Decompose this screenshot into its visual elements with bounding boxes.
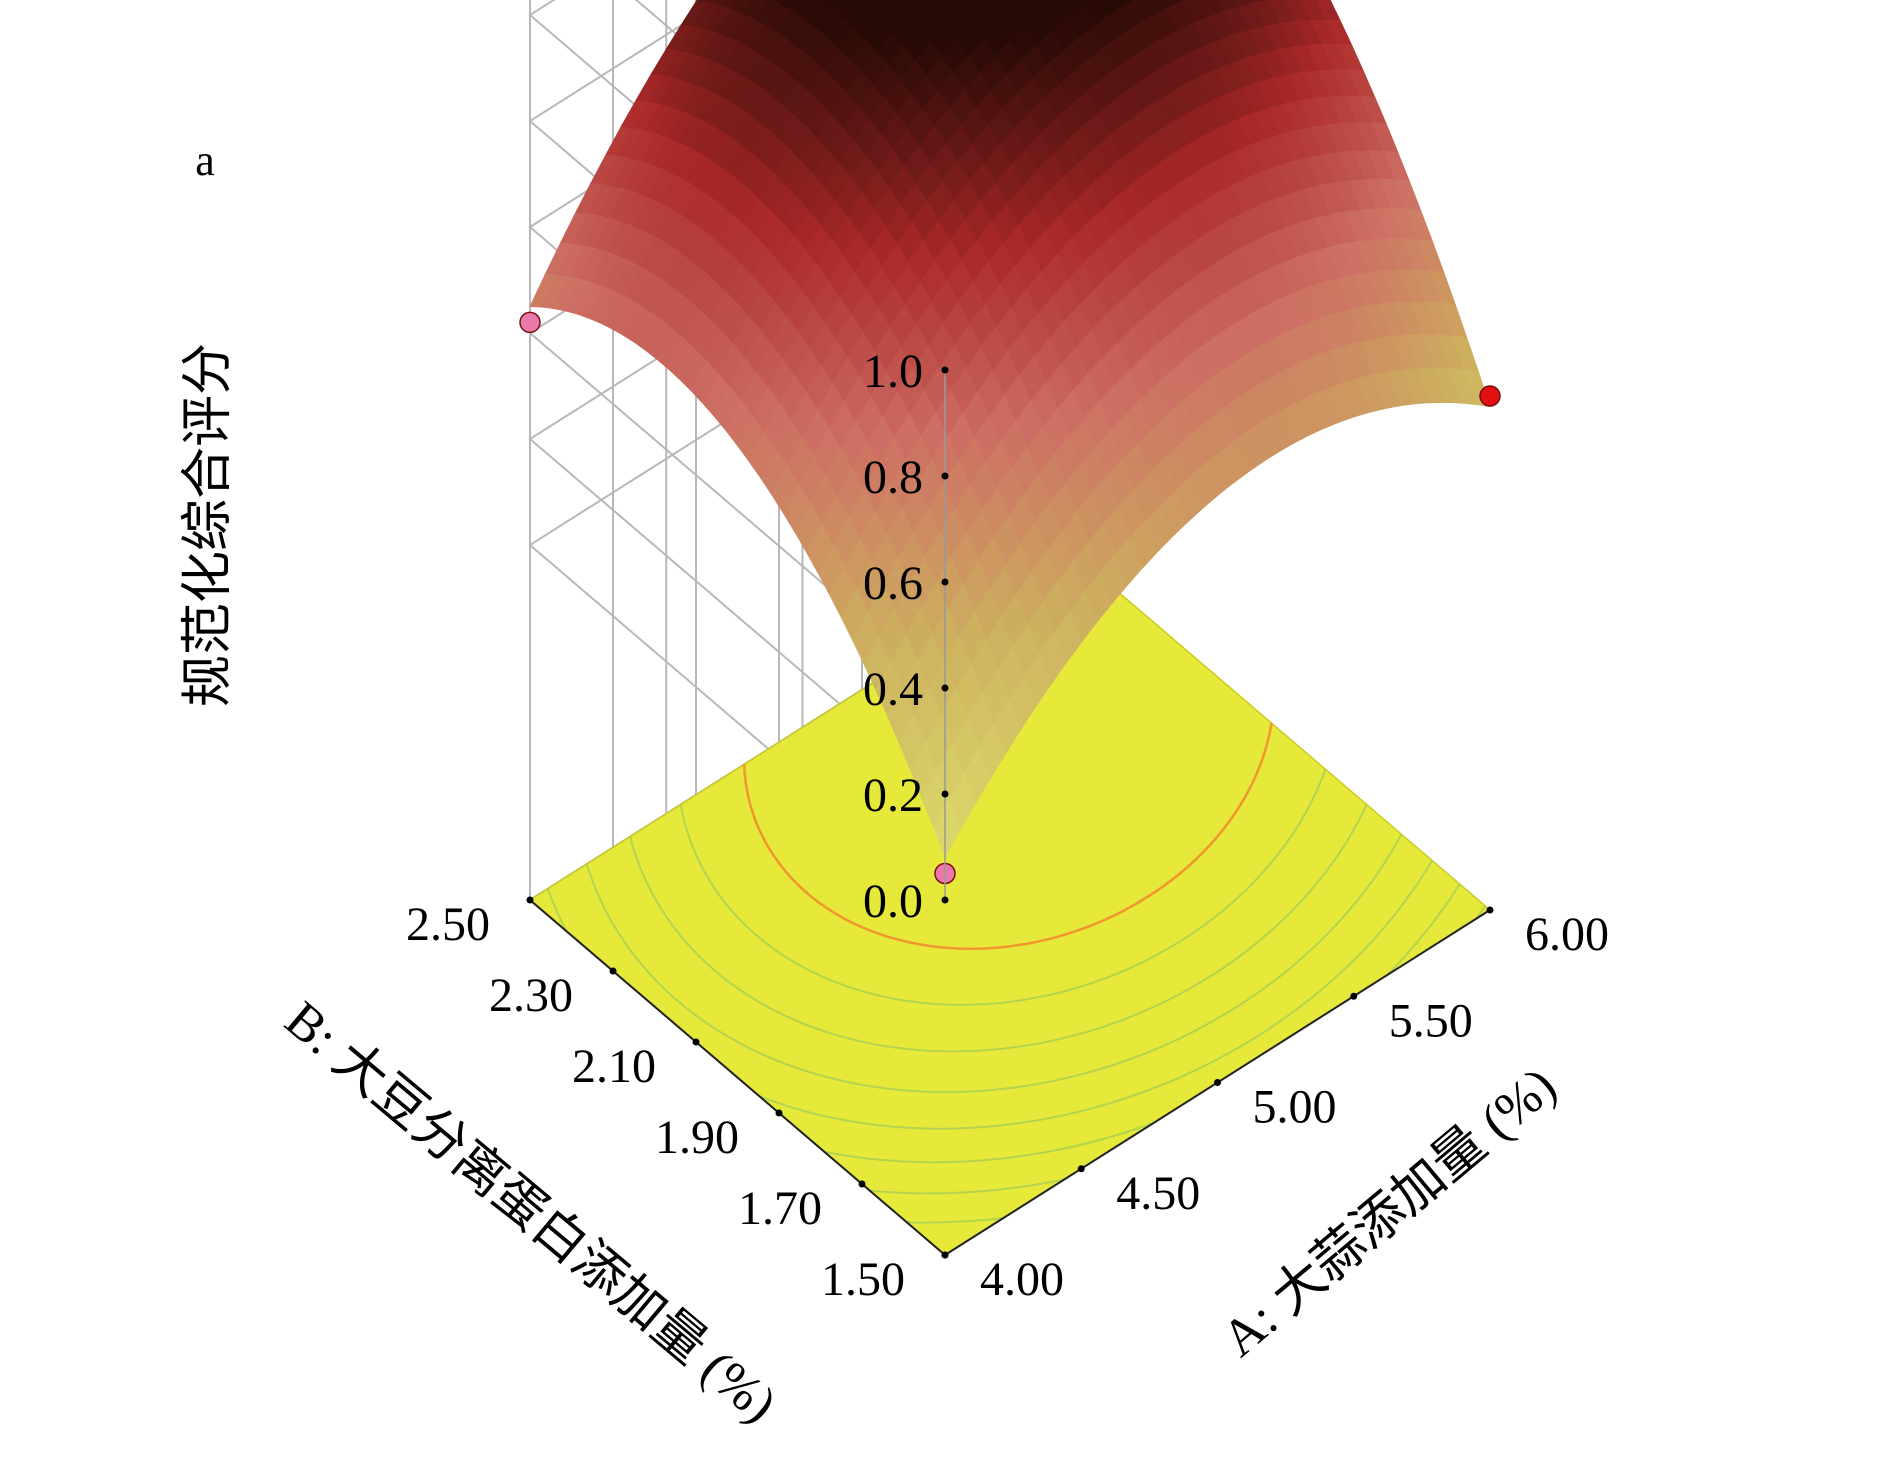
y-tick-mark: [609, 967, 617, 975]
surface-cell: [953, 0, 969, 9]
design-point: [1479, 385, 1501, 407]
z-tick-mark: [941, 472, 949, 480]
contour-line: [906, 1217, 1004, 1224]
y-tick-label: 2.30: [489, 969, 573, 1022]
tick-labels: 0.0 0.2 0.4 0.6 0.8 1.0 1.50 1.70 1.90 2.10 2.30 2.…: [406, 345, 1609, 1306]
z-tick-label: 0.4: [863, 663, 923, 716]
y-tick-label: 1.50: [821, 1253, 905, 1306]
z-tick-label: 1.0: [863, 345, 923, 398]
z-tick-label: 0.6: [863, 557, 923, 610]
x-tick-mark: [941, 1251, 949, 1259]
surface-cell: [933, 799, 961, 859]
z-tick-mark: [941, 790, 949, 798]
x-tick-mark: [1077, 1165, 1085, 1173]
x-tick-label: 4.00: [980, 1253, 1064, 1306]
y-tick-label: 1.90: [655, 1111, 739, 1164]
z-tick-mark: [941, 896, 949, 904]
z-tick-label: 0.0: [863, 875, 923, 928]
y-tick-label: 2.10: [572, 1040, 656, 1093]
x-tick-mark: [1350, 992, 1358, 1000]
panel-label: a: [195, 136, 215, 185]
surface-cell: [1120, 0, 1134, 7]
z-tick-label: 0.8: [863, 451, 923, 504]
z-tick-label: 0.2: [863, 769, 923, 822]
contour-line: [585, 833, 1403, 1094]
x-tick-mark: [1486, 906, 1494, 914]
z-tick-mark: [941, 578, 949, 586]
x-tick-label: 4.50: [1116, 1167, 1200, 1220]
y-tick-mark: [692, 1038, 700, 1046]
z-tick-mark: [941, 684, 949, 692]
contour-line: [742, 722, 1273, 950]
x-tick-label: 5.00: [1253, 1081, 1337, 1134]
contour-line: [629, 804, 1368, 1053]
contour-line: [547, 859, 1433, 1130]
y-axis-label: B: 大豆分离蛋白添加量 (%): [274, 991, 786, 1434]
x-tick-mark: [1214, 1079, 1221, 1086]
z-tick-mark: [941, 366, 949, 374]
floor-contour-plane: [528, 554, 1492, 1256]
y-tick-mark: [858, 1180, 866, 1188]
x-tick-label: 6.00: [1525, 908, 1609, 961]
y-tick-mark: [526, 896, 534, 904]
y-tick-mark: [775, 1109, 783, 1117]
x-tick-label: 5.50: [1389, 994, 1473, 1047]
contour-line: [679, 768, 1327, 1006]
response-surface: [529, 0, 1491, 859]
contour-line: [824, 883, 1461, 1164]
y-tick-label: 1.70: [738, 1182, 822, 1235]
surface-cell: [980, 0, 996, 9]
y-tick-label: 2.50: [406, 898, 490, 951]
z-axis-label: 规范化综合评分: [180, 343, 237, 707]
design-point: [519, 311, 541, 334]
y-axis-line: [529, 899, 946, 1256]
